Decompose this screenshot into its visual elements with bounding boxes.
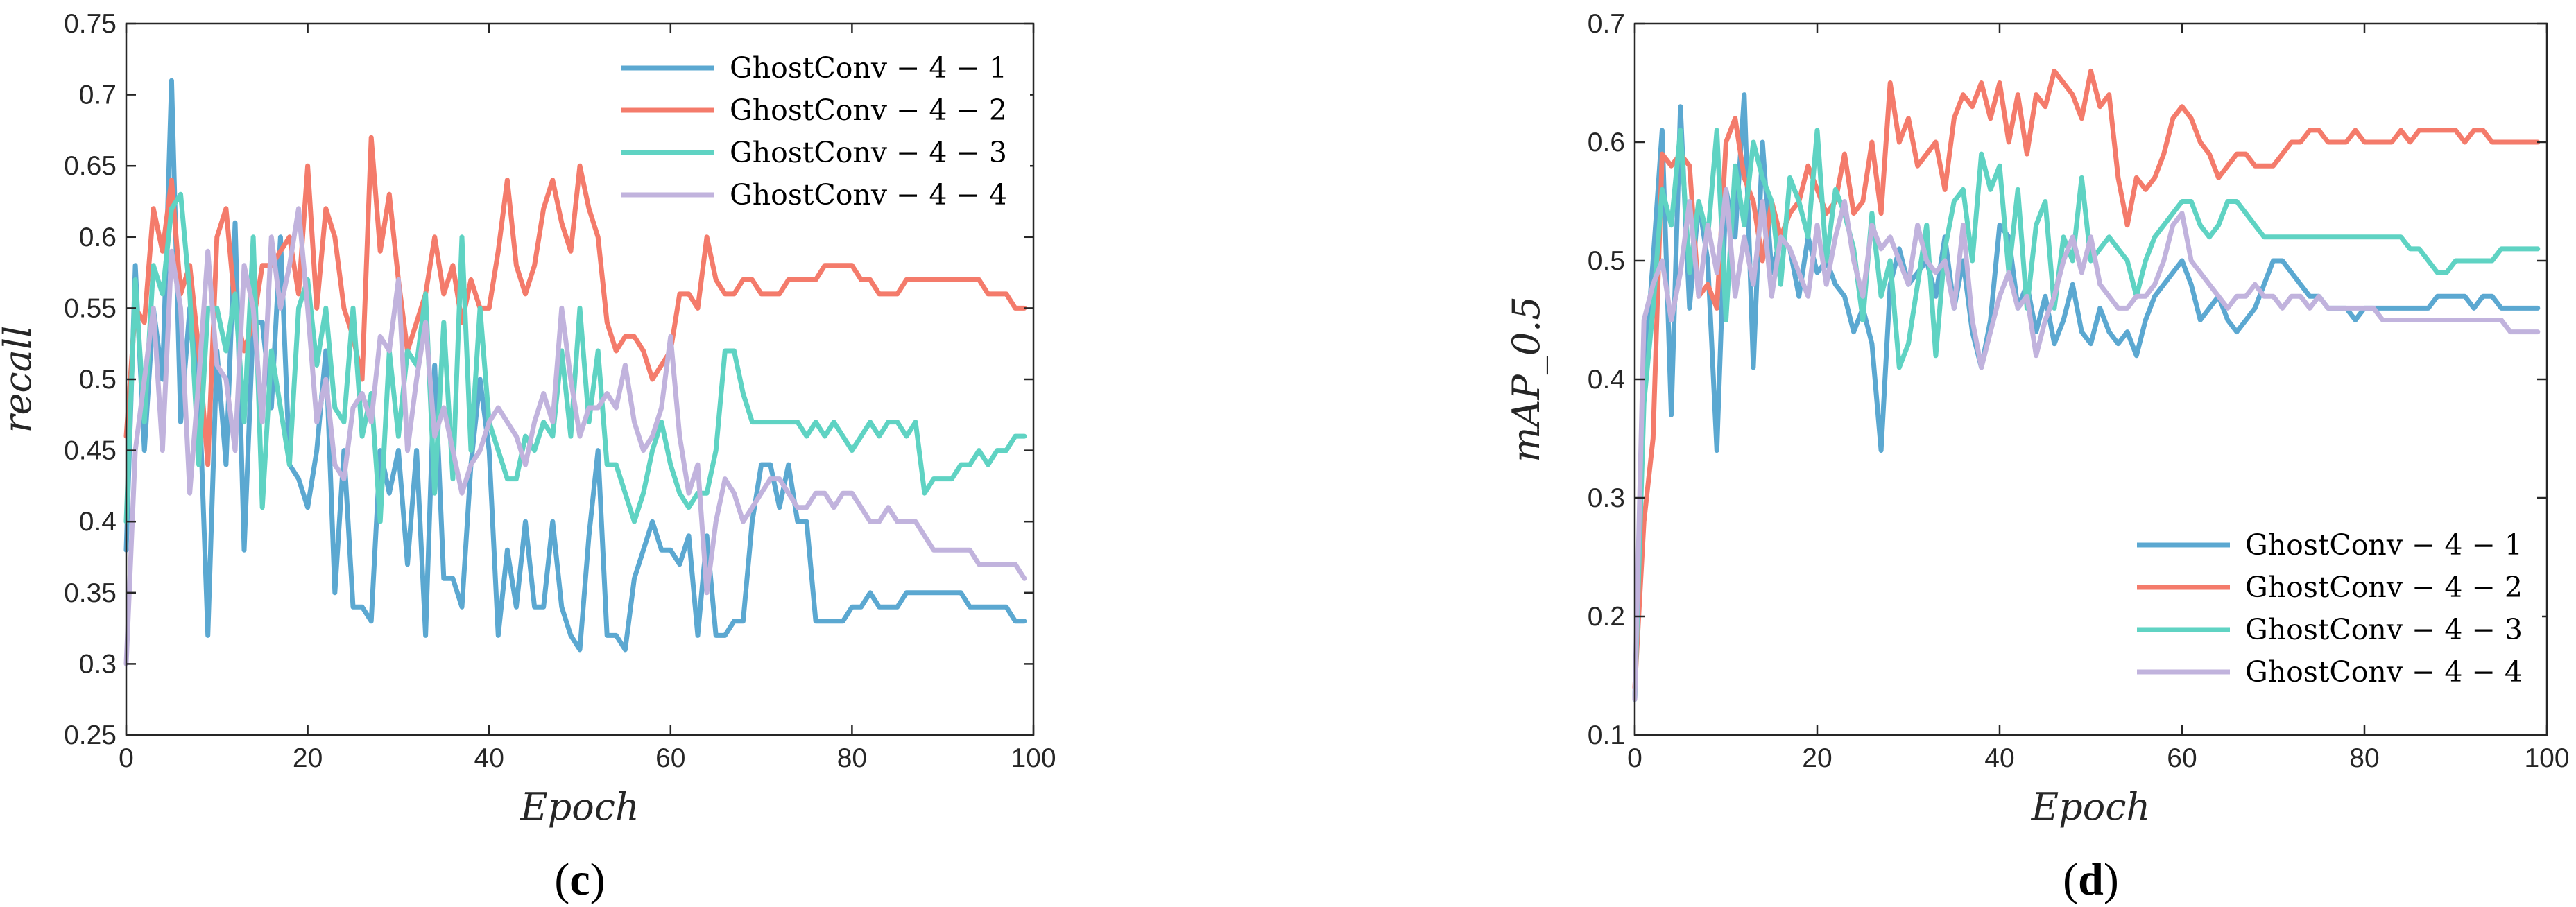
x-axis-label: Epoch <box>2031 785 2151 829</box>
x-tick-label: 100 <box>1011 743 1056 773</box>
y-tick-label: 0.6 <box>79 223 117 252</box>
y-tick-label: 0.5 <box>79 365 117 395</box>
y-tick-label: 0.75 <box>64 9 117 39</box>
y-axis-label: mAP_0.5 <box>1504 296 1548 462</box>
legend-entry-label: GhostConv − 4 − 4 <box>730 178 1007 211</box>
x-tick-label: 0 <box>119 743 134 773</box>
x-tick-label: 0 <box>1627 743 1642 773</box>
legend-entry-label: GhostConv − 4 − 3 <box>730 136 1007 169</box>
legend-entry-label: GhostConv − 4 − 3 <box>2245 613 2523 646</box>
series-line-3-panel-c <box>123 191 1027 524</box>
y-axis-label: recall <box>0 326 40 433</box>
legend-panel-c: GhostConv − 4 − 1 GhostConv − 4 − 2 GhostC… <box>610 42 1030 221</box>
x-tick-label: 20 <box>293 743 323 773</box>
y-tick-label: 0.45 <box>64 436 117 466</box>
panel-caption: (d) <box>2063 854 2119 905</box>
series-line-4-panel-c <box>123 206 1027 666</box>
y-tick-label: 0.25 <box>64 720 117 750</box>
y-tick-label: 0.3 <box>1588 483 1625 513</box>
y-tick-label: 0.2 <box>1588 602 1625 632</box>
y-tick-label: 0.6 <box>1588 128 1625 157</box>
x-tick-label: 40 <box>474 743 504 773</box>
x-tick-label: 80 <box>2349 743 2379 773</box>
legend-panel-d: GhostConv − 4 − 1 GhostConv − 4 − 2 GhostC… <box>2126 519 2542 698</box>
legend-entry-label: GhostConv − 4 − 2 <box>2245 571 2523 604</box>
series-line-3-panel-d <box>1632 128 2541 702</box>
legend-entry-label: GhostConv − 4 − 4 <box>2245 655 2523 689</box>
y-tick-label: 0.65 <box>64 151 117 181</box>
legend-entry-label: GhostConv − 4 − 1 <box>2245 528 2523 562</box>
x-tick-label: 60 <box>655 743 685 773</box>
legend-box <box>610 42 1030 221</box>
x-tick-label: 80 <box>837 743 867 773</box>
panel-caption: (c) <box>554 854 605 905</box>
series-line-1-panel-c <box>123 78 1027 653</box>
y-tick-label: 0.3 <box>79 649 117 679</box>
x-tick-label: 60 <box>2167 743 2197 773</box>
legend-entry-label: GhostConv − 4 − 1 <box>730 51 1007 85</box>
legend-box <box>2126 519 2542 698</box>
y-tick-label: 0.7 <box>79 80 117 110</box>
y-tick-label: 0.55 <box>64 293 117 323</box>
y-tick-label: 0.7 <box>1588 9 1625 39</box>
y-tick-label: 0.5 <box>1588 246 1625 276</box>
chart-panel-c: 0 20 40 60 80 100 0.25 0.3 0.35 0.4 0.45 0.5 0.55 0.6… <box>0 9 1056 905</box>
x-tick-label: 100 <box>2524 743 2569 773</box>
y-tick-label: 0.4 <box>79 507 117 537</box>
y-tick-label: 0.35 <box>64 578 117 608</box>
x-tick-label: 20 <box>1802 743 1832 773</box>
legend-entry-label: GhostConv − 4 − 2 <box>730 94 1007 127</box>
y-tick-label: 0.4 <box>1588 365 1625 395</box>
series-line-4-panel-d <box>1632 187 2541 702</box>
y-tick-label: 0.1 <box>1588 720 1625 750</box>
chart-panel-d: 0 20 40 60 80 100 0.1 0.2 0.3 0.4 0.5 0.6 0.7 Epoch mA… <box>1504 9 2570 905</box>
x-tick-label: 40 <box>1984 743 2014 773</box>
x-axis-label: Epoch <box>520 785 639 829</box>
